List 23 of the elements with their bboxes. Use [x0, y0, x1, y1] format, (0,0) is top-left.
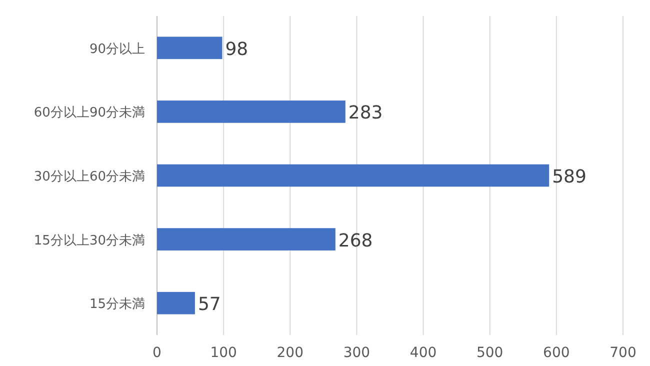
- data-label: 268: [338, 230, 373, 252]
- bar: [157, 36, 222, 60]
- x-tick-label: 0: [152, 345, 162, 361]
- y-tick-label: 60分以上90分未満: [34, 106, 145, 121]
- x-tick-label: 100: [210, 345, 237, 361]
- data-label: 98: [225, 38, 248, 60]
- y-tick-label: 90分以上: [89, 42, 145, 57]
- y-tick-label: 15分以上30分未満: [34, 233, 145, 248]
- x-tick-label: 400: [410, 345, 437, 361]
- x-tick-label: 600: [543, 345, 570, 361]
- y-tick-label: 15分未満: [89, 297, 145, 312]
- x-tick-label: 700: [610, 345, 636, 361]
- data-label: 57: [198, 294, 221, 316]
- x-tick-label: 300: [343, 345, 370, 361]
- y-tick-label: 30分以上60分未満: [34, 170, 145, 184]
- bar: [157, 292, 195, 314]
- bar: [157, 100, 346, 123]
- data-label: 283: [348, 102, 383, 124]
- bar: [157, 164, 550, 187]
- data-label: 589: [552, 166, 586, 188]
- x-tick-label: 200: [276, 345, 304, 361]
- bar: [157, 228, 336, 250]
- x-tick-label: 500: [476, 345, 504, 361]
